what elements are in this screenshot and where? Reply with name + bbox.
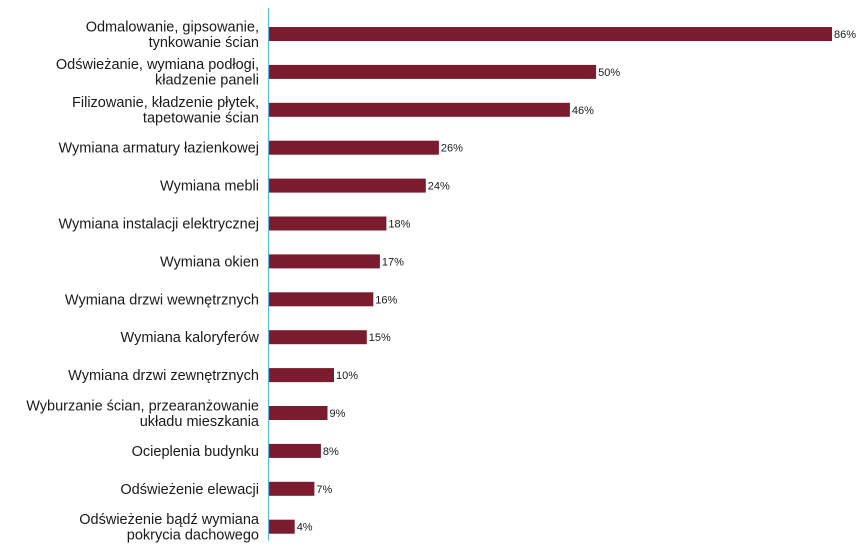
bar xyxy=(268,216,387,231)
category-label-line: układu mieszkania xyxy=(140,414,260,430)
category-label: Wymiana instalacji elektrycznej xyxy=(58,217,259,233)
category-label: Wymiana armatury łazienkowej xyxy=(58,141,259,157)
bar xyxy=(268,406,328,420)
bar xyxy=(268,64,597,79)
bar xyxy=(268,178,426,193)
value-label: 86% xyxy=(834,29,856,41)
category-label-line: Wymiana instalacji elektrycznej xyxy=(58,217,259,233)
category-label-line: Wymiana drzwi zewnętrznych xyxy=(68,368,259,384)
bars-group xyxy=(268,27,832,534)
value-labels-group: 86% 50% 46% 26% 24% 18% 17% 16% 15% 10% 9% 8% 7% 4% xyxy=(297,29,857,534)
category-label: Wyburzanie ścian, przearanżowanie układu … xyxy=(26,398,260,430)
bar xyxy=(268,102,570,117)
value-label: 10% xyxy=(336,370,358,382)
category-label: Odmalowanie, gipsowanie, tynkowanie ścian xyxy=(86,19,259,51)
bar xyxy=(268,443,321,458)
value-label: 46% xyxy=(572,105,594,117)
bar xyxy=(268,368,334,383)
category-label: Filizowanie, kładzenie płytek, tapetowani… xyxy=(72,95,259,127)
value-label: 18% xyxy=(388,219,410,231)
category-label-line: Odświeżenie elewacji xyxy=(120,482,259,498)
value-label: 16% xyxy=(375,294,397,306)
value-label: 9% xyxy=(330,408,346,420)
category-label: Wymiana okien xyxy=(160,254,259,270)
value-label: 15% xyxy=(369,332,391,344)
category-label-line: Odmalowanie, gipsowanie, xyxy=(86,19,259,35)
category-label: Odświeżanie, wymiana podłogi, kładzenie p… xyxy=(56,57,259,89)
value-label: 4% xyxy=(297,522,313,534)
category-label-line: tynkowanie ścian xyxy=(149,35,259,51)
value-label: 8% xyxy=(323,446,339,458)
category-label-line: Wymiana okien xyxy=(160,254,259,270)
value-label: 50% xyxy=(598,67,620,79)
category-label: Wymiana mebli xyxy=(160,179,259,195)
value-label: 24% xyxy=(428,181,450,193)
category-label-line: tapetowanie ścian xyxy=(143,111,259,127)
category-label-line: Wyburzanie ścian, przearanżowanie xyxy=(26,398,259,414)
bar xyxy=(268,481,315,496)
category-label-line: Odświeżenie bądź wymiana xyxy=(79,512,260,528)
category-label-line: Wymiana kaloryferów xyxy=(121,330,260,346)
category-label: Odświeżenie bądź wymiana pokrycia dachowe… xyxy=(79,512,260,544)
category-label: Wymiana drzwi zewnętrznych xyxy=(68,368,259,384)
category-label-line: kładzenie paneli xyxy=(155,73,259,89)
category-label-line: Odświeżanie, wymiana podłogi, xyxy=(56,57,259,73)
category-labels-group: Odmalowanie, gipsowanie, tynkowanie ścian… xyxy=(26,19,260,543)
category-label: Ocieplenia budynku xyxy=(132,444,259,460)
bar xyxy=(268,27,832,41)
category-label-line: pokrycia dachowego xyxy=(127,528,259,544)
category-label: Wymiana kaloryferów xyxy=(121,330,260,346)
value-label: 7% xyxy=(316,484,332,496)
bar xyxy=(268,140,439,155)
bar xyxy=(268,330,367,345)
category-label-line: Wymiana drzwi wewnętrznych xyxy=(65,292,259,308)
category-label-line: Wymiana armatury łazienkowej xyxy=(58,141,259,157)
category-label: Wymiana drzwi wewnętrznych xyxy=(65,292,259,308)
bar xyxy=(268,292,374,307)
bar xyxy=(268,519,295,534)
value-label: 26% xyxy=(441,143,463,155)
category-label-line: Filizowanie, kładzenie płytek, xyxy=(72,95,259,111)
category-label-line: Ocieplenia budynku xyxy=(132,444,259,460)
category-label: Odświeżenie elewacji xyxy=(120,482,259,498)
bar xyxy=(268,254,380,269)
value-label: 17% xyxy=(382,256,404,268)
category-label-line: Wymiana mebli xyxy=(160,179,259,195)
